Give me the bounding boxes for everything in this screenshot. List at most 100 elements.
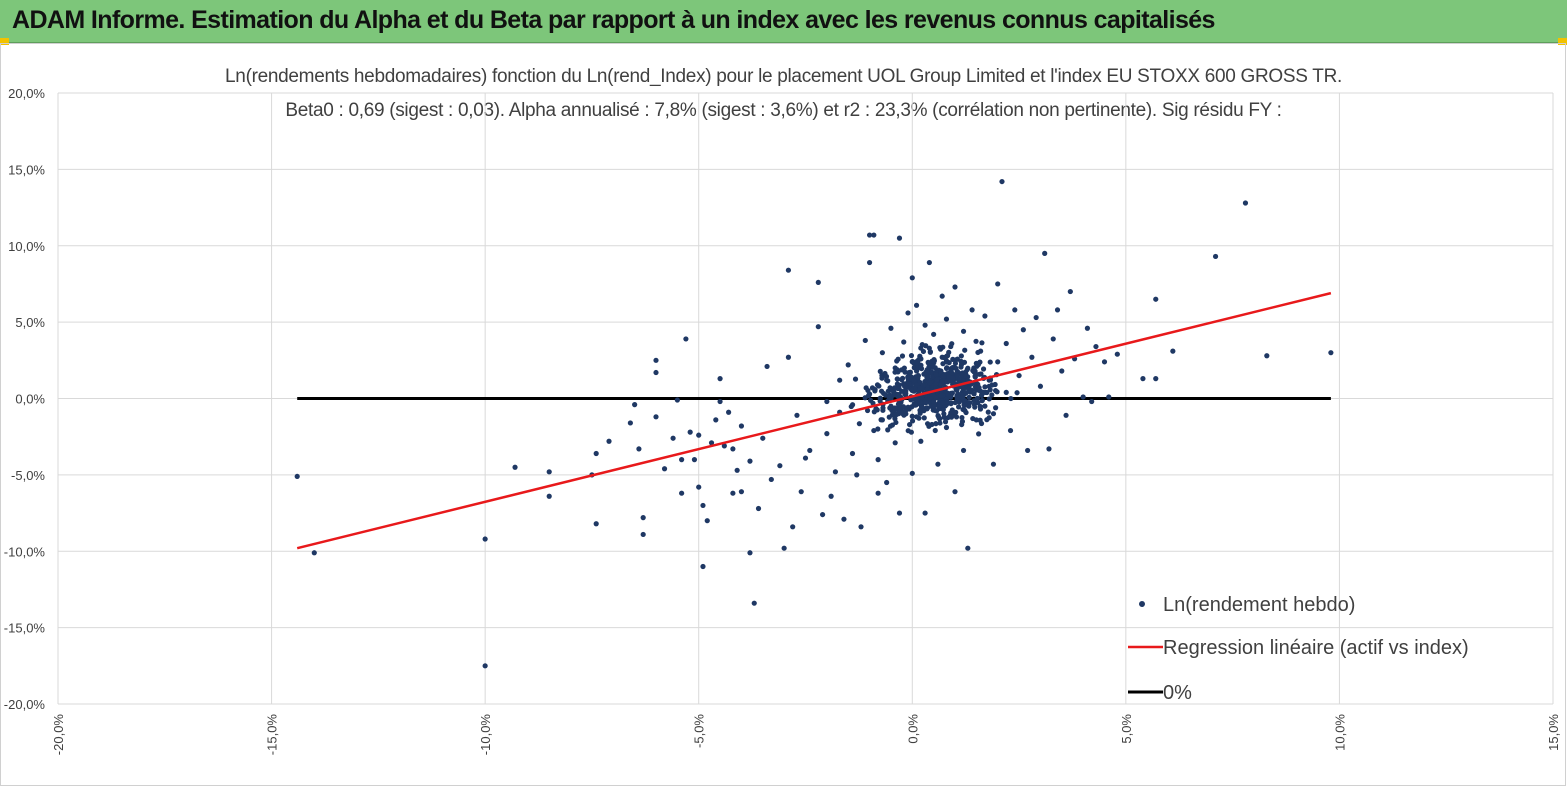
data-point [896,385,902,392]
data-point [971,401,977,408]
data-point [1042,250,1048,256]
data-point [911,377,917,384]
data-point [960,378,966,384]
data-point [902,408,909,414]
x-tick-label: 5,0% [1119,714,1134,744]
legend-label-points: Ln(rendement hebdo) [1163,594,1355,616]
data-point [781,545,787,551]
data-point [1029,354,1035,360]
data-point [944,399,950,405]
x-tick-label: 15,0% [1546,714,1561,751]
data-point [888,325,894,331]
data-point [670,435,676,441]
data-point [892,440,898,446]
data-point [696,432,702,438]
data-point [1153,376,1159,382]
y-tick-label: 10,0% [8,239,45,254]
data-point [798,489,804,495]
data-point [866,259,873,266]
data-point [903,388,909,394]
data-point [887,392,893,398]
data-point [893,412,899,418]
chart-area [0,43,1566,786]
data-point [986,396,992,402]
data-point [930,391,936,397]
data-point [954,394,961,400]
data-point [918,364,924,371]
legend-label-regression: Regression linéaire (actif vs index) [1163,637,1469,659]
data-point [975,362,981,368]
data-point [935,461,941,467]
y-tick-label: 20,0% [8,86,45,101]
data-point [907,369,913,375]
data-point [1025,447,1031,454]
x-tick-label: 0,0% [905,714,920,744]
data-point [989,382,995,388]
data-point [913,368,920,374]
data-point [908,352,915,359]
data-point [990,411,997,417]
data-point [1084,325,1091,331]
data-point [704,518,710,524]
data-point [913,381,920,388]
data-point [889,386,895,393]
data-point [969,307,975,313]
data-point [976,371,982,377]
data-point [1003,340,1009,347]
data-point [877,368,883,374]
data-point [905,310,911,316]
data-point [593,450,599,457]
data-point [751,600,757,606]
data-point [875,490,881,496]
data-point [977,406,984,412]
data-point [980,366,987,372]
data-point [674,397,680,403]
data-point [885,427,891,433]
data-point [1140,376,1146,382]
data-point [858,524,864,530]
data-point [943,316,950,322]
data-point [824,398,830,405]
data-point [311,550,317,556]
data-point [730,490,736,496]
data-point [1328,350,1334,356]
data-point [975,349,981,356]
data-point [922,510,928,516]
data-point [1101,359,1108,365]
data-point [909,387,915,394]
data-point [841,516,847,522]
data-point [962,373,969,379]
data-point [1089,398,1095,405]
data-point [995,359,1001,365]
data-point [909,275,915,281]
corner-marker-right [1558,38,1567,45]
data-point [905,428,911,434]
data-point [919,395,925,401]
regression-line-series [296,291,1332,550]
data-point [627,420,633,426]
data-point [902,369,908,375]
data-point [939,293,945,299]
data-point [994,389,1000,395]
data-point [895,369,901,375]
data-point [738,423,745,429]
data-point [982,384,988,390]
data-point [970,368,976,374]
data-point [482,663,488,669]
data-point [922,322,928,328]
data-point [919,341,925,348]
data-point [738,489,745,495]
data-point [907,421,913,428]
data-point [926,423,932,429]
data-point [1153,296,1159,302]
data-point [708,440,715,446]
data-point [933,421,939,427]
data-point [926,380,933,386]
data-point [878,417,884,423]
data-point [930,364,936,370]
data-point [917,407,923,413]
data-point [901,339,907,345]
data-point [879,350,885,356]
data-point [937,420,943,426]
data-point [1054,307,1061,313]
